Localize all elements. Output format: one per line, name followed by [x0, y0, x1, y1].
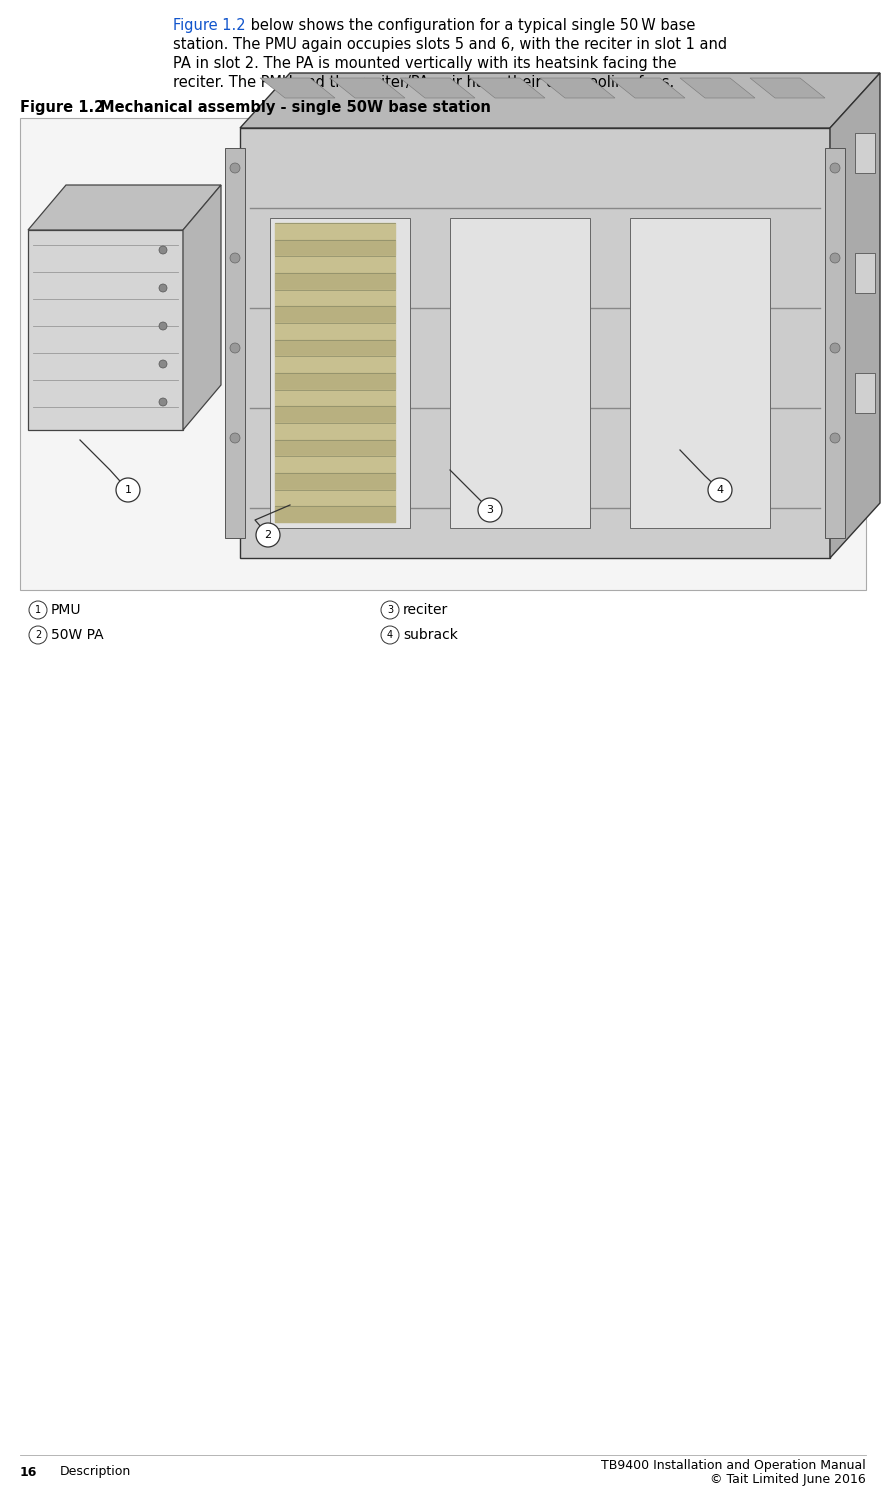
- Circle shape: [381, 626, 399, 644]
- Polygon shape: [270, 219, 410, 528]
- Polygon shape: [28, 231, 183, 430]
- Circle shape: [830, 433, 840, 443]
- Text: below shows the configuration for a typical single 50 W base: below shows the configuration for a typi…: [245, 18, 695, 33]
- Text: 3: 3: [486, 504, 494, 515]
- Polygon shape: [225, 147, 245, 539]
- Polygon shape: [610, 77, 685, 98]
- Circle shape: [830, 164, 840, 173]
- Text: Description: Description: [60, 1466, 131, 1479]
- Text: reciter: reciter: [403, 603, 448, 618]
- Text: 4: 4: [717, 485, 724, 496]
- Circle shape: [830, 253, 840, 263]
- Circle shape: [230, 433, 240, 443]
- Polygon shape: [680, 77, 755, 98]
- Circle shape: [478, 498, 502, 522]
- Text: © Tait Limited June 2016: © Tait Limited June 2016: [711, 1473, 866, 1485]
- Text: PA in slot 2. The PA is mounted vertically with its heatsink facing the: PA in slot 2. The PA is mounted vertical…: [173, 57, 677, 71]
- Text: 3: 3: [387, 606, 393, 615]
- Text: 16: 16: [20, 1466, 37, 1479]
- Text: PMU: PMU: [51, 603, 82, 618]
- Polygon shape: [240, 128, 830, 558]
- Text: subrack: subrack: [403, 628, 458, 641]
- Polygon shape: [183, 185, 221, 430]
- Circle shape: [381, 601, 399, 619]
- Polygon shape: [830, 73, 880, 558]
- Circle shape: [159, 284, 167, 292]
- Polygon shape: [540, 77, 615, 98]
- Polygon shape: [400, 77, 475, 98]
- Polygon shape: [450, 219, 590, 528]
- Text: 1: 1: [125, 485, 131, 496]
- Text: Figure 1.2: Figure 1.2: [20, 100, 105, 115]
- Polygon shape: [750, 77, 825, 98]
- Circle shape: [29, 626, 47, 644]
- Text: reciter. The PMU and the reciter/PA pair have their own cooling fans.: reciter. The PMU and the reciter/PA pair…: [173, 74, 674, 89]
- Circle shape: [29, 601, 47, 619]
- Polygon shape: [825, 147, 845, 539]
- Polygon shape: [855, 132, 875, 173]
- Polygon shape: [855, 253, 875, 293]
- Circle shape: [159, 360, 167, 368]
- FancyBboxPatch shape: [20, 118, 866, 591]
- Circle shape: [256, 522, 280, 548]
- Text: 2: 2: [264, 530, 272, 540]
- Text: TB9400 Installation and Operation Manual: TB9400 Installation and Operation Manual: [602, 1458, 866, 1472]
- Circle shape: [159, 246, 167, 254]
- Circle shape: [230, 344, 240, 353]
- Text: 1: 1: [35, 606, 41, 615]
- Polygon shape: [470, 77, 545, 98]
- Polygon shape: [630, 219, 770, 528]
- Circle shape: [159, 397, 167, 406]
- Circle shape: [116, 478, 140, 501]
- Text: 4: 4: [387, 629, 393, 640]
- Polygon shape: [28, 185, 221, 231]
- Circle shape: [830, 344, 840, 353]
- Text: Mechanical assembly - single 50W base station: Mechanical assembly - single 50W base st…: [100, 100, 491, 115]
- Text: Figure 1.2: Figure 1.2: [173, 18, 245, 33]
- Circle shape: [708, 478, 732, 501]
- Text: 2: 2: [35, 629, 41, 640]
- Text: station. The PMU again occupies slots 5 and 6, with the reciter in slot 1 and: station. The PMU again occupies slots 5 …: [173, 37, 727, 52]
- Polygon shape: [260, 77, 335, 98]
- Text: 50W PA: 50W PA: [51, 628, 104, 641]
- Polygon shape: [240, 73, 880, 128]
- Polygon shape: [855, 373, 875, 414]
- Circle shape: [159, 321, 167, 330]
- Circle shape: [230, 253, 240, 263]
- Polygon shape: [330, 77, 405, 98]
- Circle shape: [230, 164, 240, 173]
